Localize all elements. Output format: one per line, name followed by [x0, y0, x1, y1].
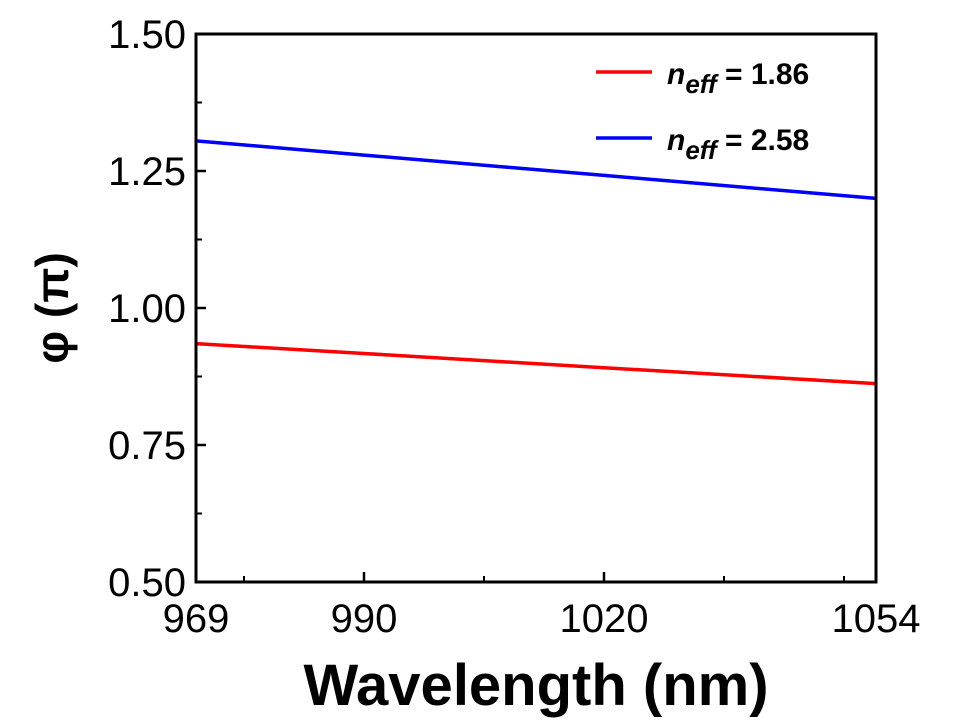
y-axis-ticks — [196, 32, 206, 584]
y-tick-label: 1.00 — [108, 287, 186, 331]
y-axis-title: φ (π) — [26, 252, 78, 364]
x-axis-ticks — [194, 572, 878, 582]
y-tick-label: 1.50 — [108, 13, 186, 57]
series-line-1 — [195, 341, 877, 386]
series-layer — [195, 139, 877, 386]
y-tick-label: 1.25 — [108, 150, 186, 194]
y-tick-label: 0.75 — [108, 424, 186, 468]
y-tick-label: 0.50 — [108, 561, 186, 605]
x-tick-label: 1054 — [832, 597, 921, 641]
y-axis-tick-labels: 0.50 0.75 1.00 1.25 1.50 — [108, 13, 186, 605]
plot-frame — [194, 32, 878, 584]
x-axis-tick-labels: 969 990 1020 1054 — [163, 597, 921, 641]
x-tick-label: 1020 — [560, 597, 649, 641]
legend-label: neff = 1.86 — [667, 58, 809, 99]
x-axis-title: Wavelength (nm) — [303, 653, 768, 718]
legend-label: neff = 2.58 — [667, 124, 809, 165]
x-tick-label: 969 — [163, 597, 230, 641]
series-line-2 — [195, 139, 877, 201]
legend: neff = 1.86 neff = 2.58 — [596, 58, 809, 165]
x-tick-label: 990 — [331, 597, 398, 641]
